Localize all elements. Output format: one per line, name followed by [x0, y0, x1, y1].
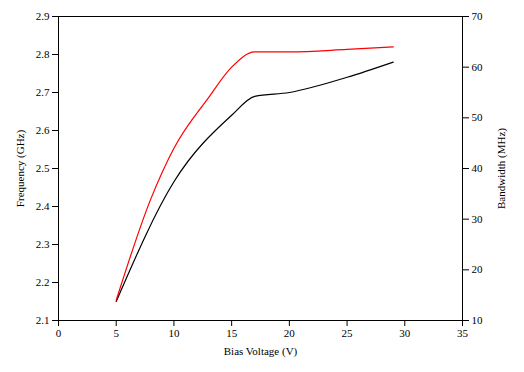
svg-text:40: 40: [472, 162, 484, 174]
svg-text:Bias Voltage (V): Bias Voltage (V): [224, 345, 298, 358]
svg-text:10: 10: [168, 327, 180, 339]
svg-text:0: 0: [56, 327, 62, 339]
svg-text:2.9: 2.9: [36, 10, 50, 22]
svg-text:20: 20: [472, 263, 484, 275]
svg-text:Frequency (GHz): Frequency (GHz): [14, 130, 27, 208]
svg-text:15: 15: [226, 327, 238, 339]
svg-text:35: 35: [457, 327, 469, 339]
svg-text:5: 5: [113, 327, 119, 339]
svg-text:2.7: 2.7: [36, 86, 50, 98]
svg-text:30: 30: [472, 213, 484, 225]
svg-text:25: 25: [342, 327, 354, 339]
svg-text:2.4: 2.4: [36, 200, 50, 212]
svg-text:2.3: 2.3: [36, 238, 50, 250]
svg-text:60: 60: [472, 61, 484, 73]
svg-text:30: 30: [399, 327, 411, 339]
svg-text:20: 20: [284, 327, 296, 339]
svg-text:50: 50: [472, 111, 484, 123]
svg-text:2.6: 2.6: [36, 124, 50, 136]
svg-text:2.5: 2.5: [36, 162, 50, 174]
svg-text:Bandwidth (MHz): Bandwidth (MHz): [495, 128, 508, 209]
svg-text:2.2: 2.2: [36, 276, 50, 288]
svg-text:2.1: 2.1: [36, 314, 50, 326]
svg-text:2.8: 2.8: [36, 48, 50, 60]
svg-text:70: 70: [472, 10, 484, 22]
svg-text:10: 10: [472, 314, 484, 326]
